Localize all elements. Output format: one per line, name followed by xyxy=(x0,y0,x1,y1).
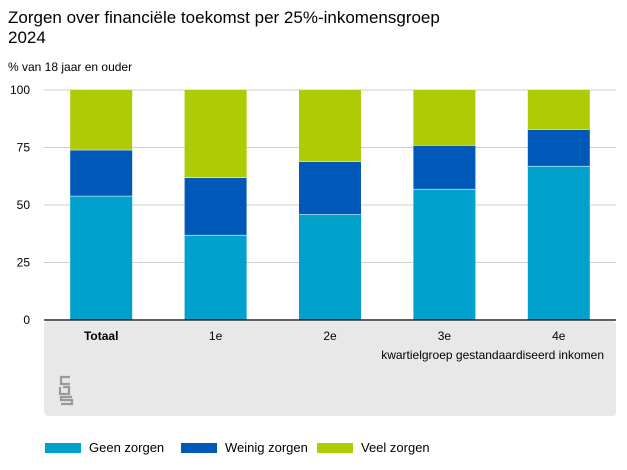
legend-item: Veel zorgen xyxy=(317,440,453,455)
bar-weinig-zorgen xyxy=(70,149,133,196)
legend-item: Geen zorgen xyxy=(45,440,181,455)
chart-title: Zorgen over financiële toekomst per 25%-… xyxy=(8,8,440,27)
legend-swatch xyxy=(45,442,81,453)
bar-weinig-zorgen xyxy=(413,145,476,189)
x-tick-label: 4e xyxy=(552,329,566,343)
bar-weinig-zorgen xyxy=(527,129,590,166)
legend: Geen zorgen Weinig zorgen Veel zorgen xyxy=(45,440,453,455)
chart-title-block: Zorgen over financiële toekomst per 25%-… xyxy=(8,8,440,48)
chart-subtitle: 2024 xyxy=(8,28,46,47)
x-tick-label: 3e xyxy=(438,329,452,343)
chart-area: 0 25 50 75 100 Totaal 1e 2e 3e 4e kwartielgroep ge… xyxy=(10,83,616,416)
y-tick-label: 50 xyxy=(17,198,31,212)
legend-item: Weinig zorgen xyxy=(181,440,317,455)
cbs-logo-icon xyxy=(58,375,74,406)
y-axis-label: % van 18 jaar en ouder xyxy=(8,60,133,74)
legend-swatch xyxy=(181,442,217,453)
bar-veel-zorgen xyxy=(299,90,361,162)
legend-label: Veel zorgen xyxy=(361,440,430,455)
bar-geen-zorgen xyxy=(70,195,133,320)
bar-veel-zorgen xyxy=(413,90,476,146)
y-tick-label: 0 xyxy=(23,313,30,327)
legend-swatch xyxy=(317,442,353,453)
x-axis-panel xyxy=(44,321,616,416)
bar-weinig-zorgen xyxy=(184,177,247,235)
bar-geen-zorgen xyxy=(299,214,361,320)
bar-geen-zorgen xyxy=(413,188,476,320)
x-axis-title: kwartielgroep gestandaardiseerd inkomen xyxy=(381,348,604,362)
legend-label: Weinig zorgen xyxy=(225,440,308,455)
bar-weinig-zorgen xyxy=(299,161,361,215)
bar-veel-zorgen xyxy=(70,90,133,150)
bar-geen-zorgen xyxy=(527,165,590,320)
legend-label: Geen zorgen xyxy=(89,440,165,455)
y-tick-label: 75 xyxy=(17,141,31,155)
bar-veel-zorgen xyxy=(184,90,247,178)
x-tick-label: 1e xyxy=(209,329,223,343)
bar-veel-zorgen xyxy=(527,90,590,130)
y-tick-label: 100 xyxy=(10,83,30,97)
y-tick-label: 25 xyxy=(17,256,31,270)
x-tick-label: 2e xyxy=(323,329,337,343)
bar-geen-zorgen xyxy=(184,234,247,320)
x-tick-label: Totaal xyxy=(84,329,118,343)
